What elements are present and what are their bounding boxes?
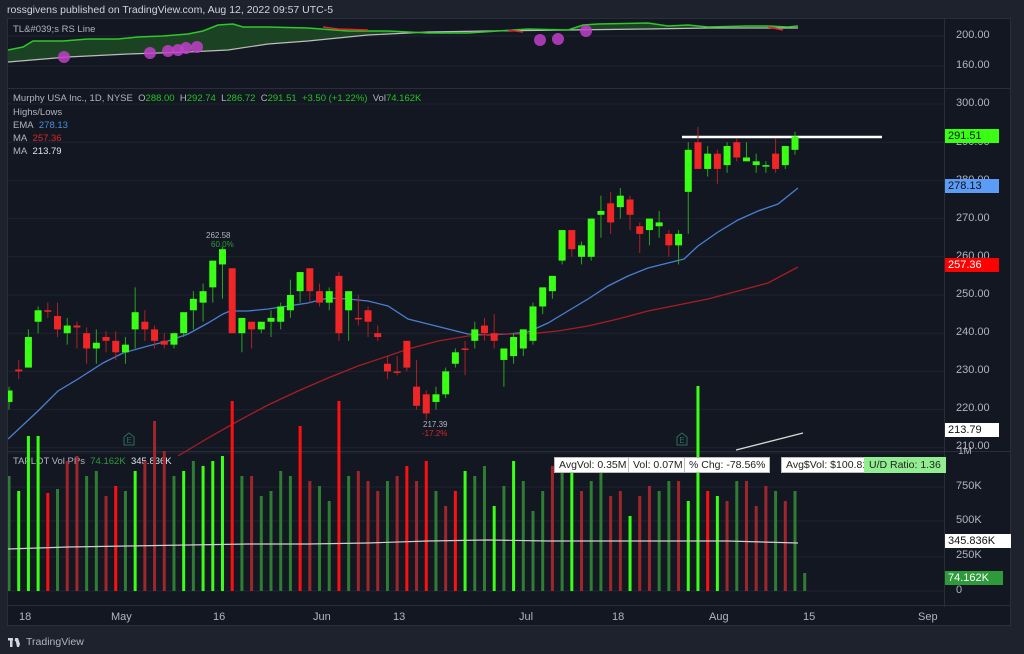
vol-stat: Vol: 0.07M [628, 457, 688, 473]
close-value: 291.51 [267, 93, 297, 104]
indicator-value: 257.36 [32, 133, 62, 144]
price-axis-tick: 240.00 [956, 326, 990, 338]
x-axis-tick: May [111, 611, 132, 623]
price-axis-tick: 300.00 [956, 97, 990, 109]
ud-ratio-stat: U/D Ratio: 1.36 [864, 457, 946, 473]
indicator-ma-200[interactable]: MA 213.79 [13, 146, 62, 157]
high-label: H [179, 93, 187, 104]
svg-text:E: E [679, 436, 684, 445]
avg-dollar-vol-stat: Avg$Vol: $100.81M [781, 457, 882, 473]
symbol-name: Murphy USA Inc., 1D, NYSE [13, 93, 133, 104]
volume-axis-tick: 750K [956, 480, 982, 492]
high-annotation-price: 262.58 [206, 231, 231, 240]
pane-divider [8, 88, 1010, 89]
rs-axis-tick: 160.00 [956, 59, 990, 71]
low-annotation-price: 217.39 [423, 420, 448, 429]
high-value: 292.74 [186, 93, 216, 104]
current-volume-label: 74.162K [945, 571, 1003, 585]
ma-50-price-label: 257.36 [945, 258, 999, 272]
open-label: O [138, 93, 146, 104]
change-value: +3.50 (+1.22%) [301, 93, 368, 104]
indicator-value: 278.13 [38, 120, 68, 131]
close-label: C [260, 93, 268, 104]
symbol-legend: Murphy USA Inc., 1D, NYSE O288.00 H292.7… [13, 93, 421, 104]
avg-vol-stat: AvgVol: 0.35M [554, 457, 632, 473]
indicator-name: EMA [13, 120, 34, 131]
x-axis-tick: 18 [19, 611, 32, 623]
high-annotation-pct: 60.0% [211, 240, 234, 249]
volume-indicator-title: TAPLOT Vol PPs [13, 456, 85, 467]
ema-price-label: 278.13 [945, 179, 999, 193]
volume-value: 74.162K [385, 93, 422, 104]
rs-line-title: TL&#039;s RS Line [13, 24, 96, 35]
ma-200-price-label: 213.79 [945, 423, 999, 437]
x-axis-tick: 18 [612, 611, 625, 623]
open-value: 288.00 [145, 93, 175, 104]
volume-label: Vol [372, 93, 386, 104]
volume-axis-tick: 0 [956, 584, 963, 596]
x-axis-tick: Jun [313, 611, 331, 623]
indicator-ma-50[interactable]: MA 257.36 [13, 133, 62, 144]
price-axis-tick: 230.00 [956, 364, 990, 376]
indicator-name: Highs/Lows [13, 107, 63, 118]
pct-change-stat: % Chg: -78.56% [684, 457, 771, 473]
indicator-name: MA [13, 146, 28, 157]
low-label: L [221, 93, 227, 104]
x-axis-tick: Sep [918, 611, 938, 623]
volume-axis-tick: 250K [956, 549, 982, 561]
indicator-value: 213.79 [32, 146, 62, 157]
price-axis-tick: 220.00 [956, 402, 990, 414]
price-axis-tick: 210.00 [956, 440, 990, 452]
low-value: 286.72 [226, 93, 256, 104]
pane-divider [8, 605, 1010, 606]
pane-divider [8, 451, 1010, 452]
price-axis-tick: 250.00 [956, 288, 990, 300]
x-axis-tick: 15 [803, 611, 816, 623]
x-axis-tick: 13 [393, 611, 406, 623]
rs-axis-tick: 200.00 [956, 29, 990, 41]
volume-axis-tick: 500K [956, 514, 982, 526]
tradingview-brand-text: TradingView [26, 636, 84, 648]
last-price-label: 291.51 [945, 129, 999, 143]
volume-current: 74.162K [90, 456, 126, 467]
price-axis-border [944, 19, 945, 607]
volume-average: 345.836K [130, 456, 172, 467]
rs-line-legend: TL&#039;s RS Line [13, 24, 95, 35]
price-axis-tick: 270.00 [956, 212, 990, 224]
indicator-ema[interactable]: EMA 278.13 [13, 120, 68, 131]
low-annotation-pct: -17.2% [422, 429, 448, 438]
x-axis-tick: 16 [213, 611, 226, 623]
x-axis-tick: Aug [709, 611, 729, 623]
volume-legend: TAPLOT Vol PPs 74.162K 345.836K [13, 456, 172, 467]
tradingview-logo-icon [8, 637, 22, 647]
footer-brand[interactable]: TradingView [8, 636, 84, 648]
indicator-highs-lows[interactable]: Highs/Lows [13, 107, 62, 118]
publisher-header: rossgivens published on TradingView.com,… [7, 4, 334, 16]
avg-volume-label: 345.836K [945, 534, 1011, 548]
svg-text:E: E [126, 436, 131, 445]
x-axis-tick: Jul [519, 611, 534, 623]
volume-axis-tick: 1M [958, 446, 972, 457]
indicator-name: MA [13, 133, 28, 144]
chart-frame: TL&#039;s RS Line Murphy USA Inc., 1D, N… [7, 18, 1011, 626]
